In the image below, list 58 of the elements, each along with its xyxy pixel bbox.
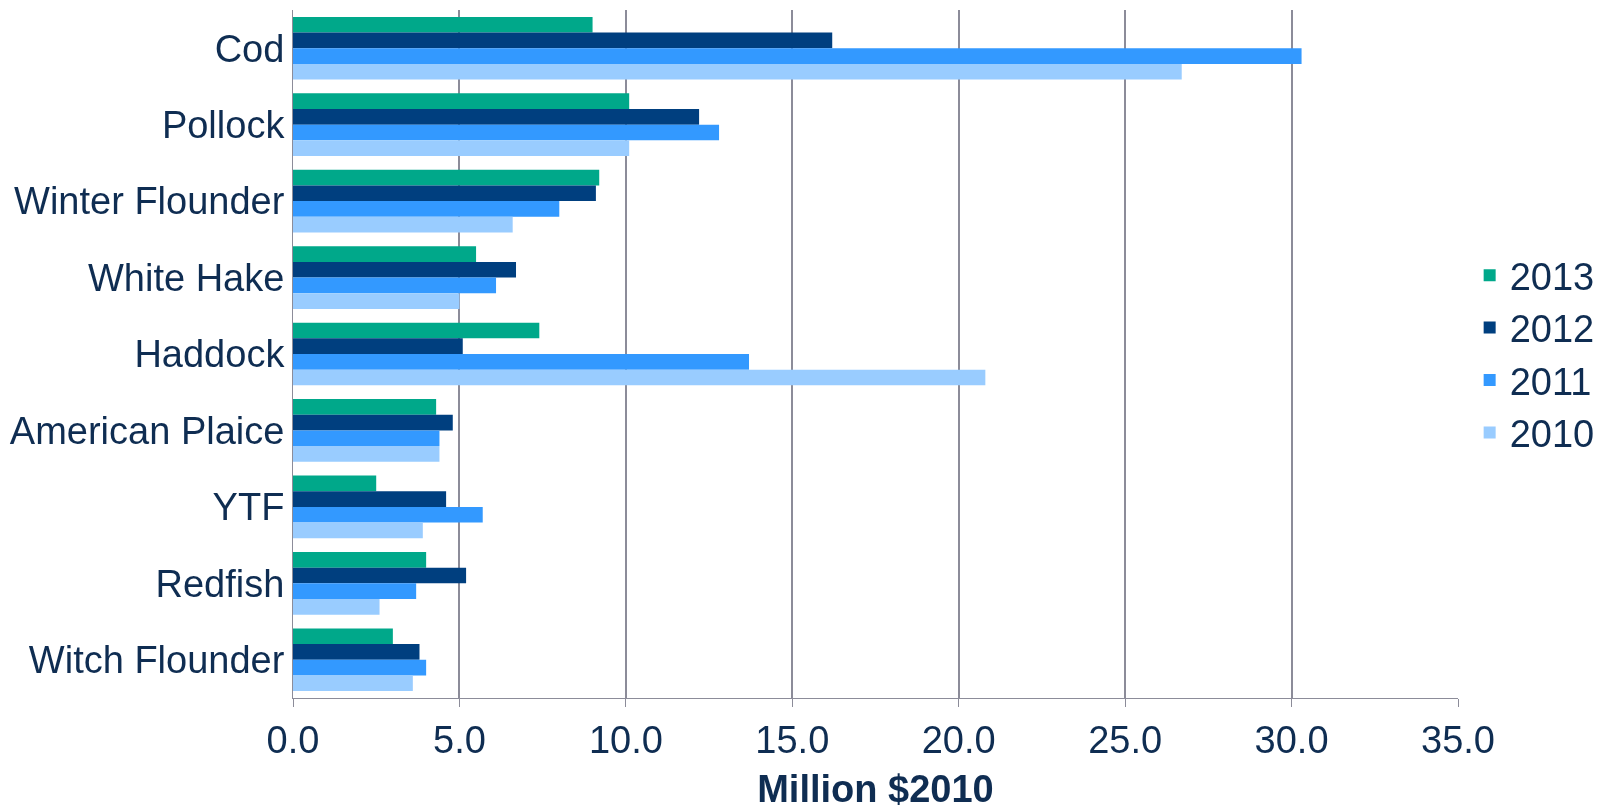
y-tick-label: White Hake — [87, 256, 285, 299]
y-tick-label: American Plaice — [9, 409, 285, 452]
bar — [293, 414, 453, 431]
bar — [293, 169, 600, 186]
bar — [293, 293, 460, 309]
x-axis-title: Million $2010 — [757, 767, 994, 810]
y-tick-label: YTF — [212, 486, 285, 529]
bar — [293, 369, 986, 386]
legend-label: 2013 — [1509, 256, 1595, 299]
y-tick-label: Redfish — [155, 562, 285, 605]
bar — [293, 506, 483, 523]
bar — [293, 522, 423, 539]
bar — [293, 659, 427, 676]
y-tick-label: Haddock — [134, 333, 286, 376]
x-tick-label: 10.0 — [588, 718, 663, 761]
bar — [293, 261, 517, 278]
bar — [293, 475, 377, 492]
bar — [293, 216, 513, 233]
bar — [293, 338, 463, 354]
bar — [293, 124, 720, 141]
bar — [293, 354, 750, 370]
x-tick-label: 15.0 — [755, 718, 830, 761]
legend-label: 2011 — [1509, 360, 1592, 403]
bar — [293, 599, 380, 615]
y-tick-label: Winter Flounder — [14, 180, 285, 223]
x-tick-label: 0.0 — [266, 718, 320, 761]
bar — [293, 140, 630, 157]
bar — [293, 48, 1302, 64]
y-tick-label: Witch Flounder — [28, 639, 285, 682]
bar — [293, 399, 437, 415]
x-tick-label: 20.0 — [921, 718, 996, 761]
bar — [293, 430, 440, 447]
bar — [293, 644, 420, 660]
bar — [293, 201, 560, 217]
bar — [293, 322, 540, 339]
x-tick-label: 25.0 — [1088, 718, 1163, 761]
bar — [293, 491, 447, 507]
bar — [293, 63, 1182, 80]
bar — [293, 551, 427, 568]
legend-label: 2012 — [1509, 308, 1595, 351]
legend-label: 2010 — [1509, 413, 1595, 456]
bar — [293, 16, 593, 33]
x-tick-label: 35.0 — [1421, 718, 1495, 761]
bar — [293, 93, 630, 109]
x-tick-label: 30.0 — [1254, 718, 1329, 761]
bar — [293, 675, 413, 692]
y-tick-label: Cod — [214, 27, 285, 70]
bar — [293, 446, 440, 462]
y-tick-label: Pollock — [161, 103, 286, 146]
x-tick-label: 5.0 — [433, 718, 486, 761]
bar — [293, 32, 833, 49]
bar — [293, 109, 700, 125]
bar — [293, 246, 477, 262]
bar — [293, 583, 417, 599]
bar — [293, 567, 467, 584]
bar — [293, 277, 497, 294]
bar — [293, 628, 393, 645]
bar — [293, 185, 596, 202]
